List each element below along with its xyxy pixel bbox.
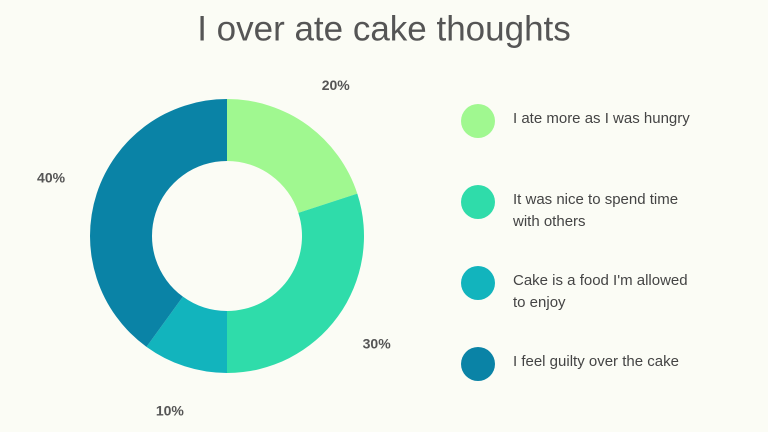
legend-swatch	[461, 185, 495, 219]
value-label: 10%	[156, 403, 185, 419]
donut-slice	[227, 99, 358, 213]
legend-swatch	[461, 266, 495, 300]
legend-swatch	[461, 347, 495, 381]
legend-label: I feel guilty over the cake	[513, 353, 679, 370]
legend-label: Cake is a food I'm allowed to enjoy	[513, 272, 688, 311]
legend-swatch	[461, 104, 495, 138]
value-label: 40%	[37, 170, 66, 186]
donut-slice	[90, 99, 227, 347]
value-label: 20%	[322, 77, 351, 93]
donut-slice	[227, 193, 364, 373]
donut-slice	[146, 296, 227, 373]
legend-label: It was nice to spend time with others	[513, 191, 679, 230]
value-label: 30%	[363, 335, 392, 351]
chart-title: I over ate cake thoughts	[197, 9, 571, 48]
legend-label: I ate more as I was hungry	[513, 110, 690, 127]
